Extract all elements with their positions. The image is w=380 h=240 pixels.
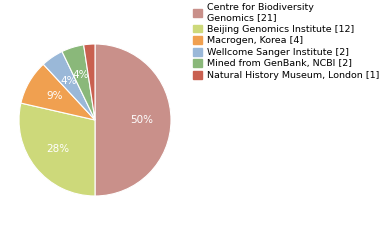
Text: 28%: 28% [47,144,70,154]
Text: 9%: 9% [46,91,62,102]
Wedge shape [21,64,95,120]
Wedge shape [84,44,95,120]
Text: 4%: 4% [73,70,89,80]
Wedge shape [19,103,95,196]
Wedge shape [95,44,171,196]
Text: 50%: 50% [131,115,154,125]
Text: 4%: 4% [60,76,77,86]
Legend: Centre for Biodiversity
Genomics [21], Beijing Genomics Institute [12], Macrogen: Centre for Biodiversity Genomics [21], B… [190,0,380,83]
Wedge shape [43,52,95,120]
Wedge shape [62,45,95,120]
